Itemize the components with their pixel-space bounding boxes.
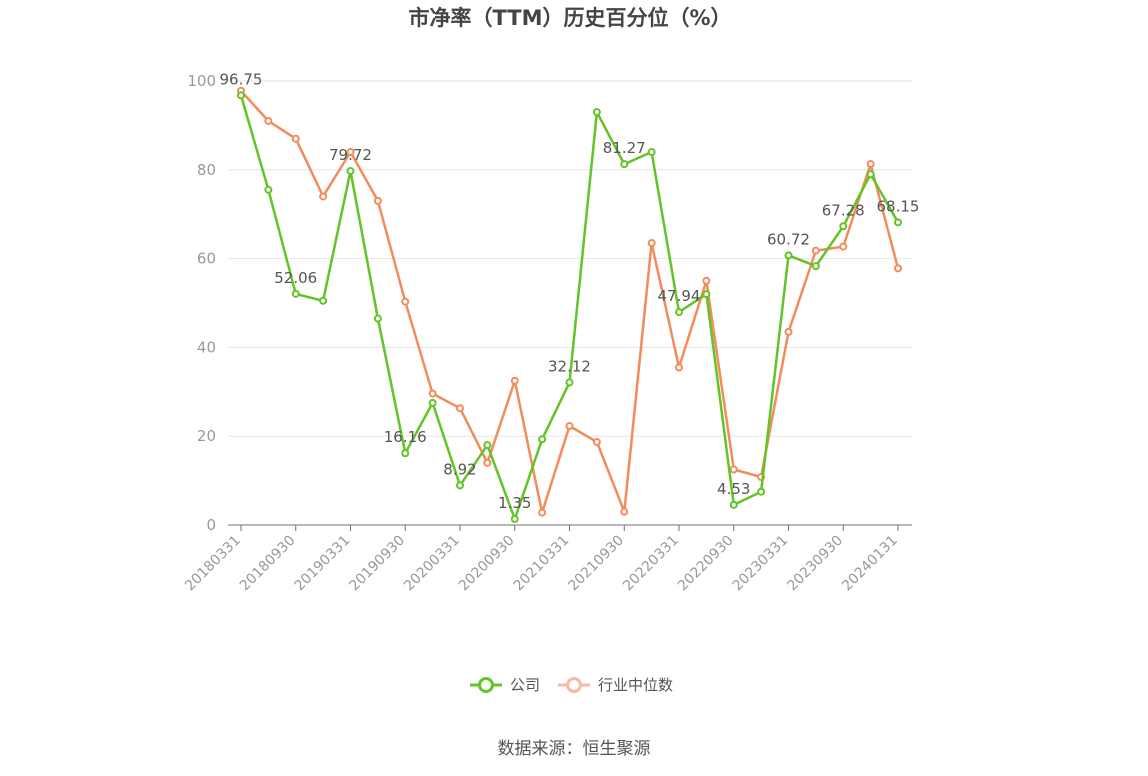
data-point-company <box>702 290 711 299</box>
data-point-company <box>811 262 820 271</box>
data-point-company <box>675 308 683 317</box>
data-point-industry <box>264 116 273 125</box>
data-point-company <box>839 222 848 231</box>
data-point-company <box>428 398 437 407</box>
data-point-company <box>510 515 519 524</box>
data-point-company <box>319 296 328 305</box>
data-label: 79.72 <box>329 146 372 164</box>
x-tick-label: 20190930 <box>346 533 408 595</box>
x-tick-label: 20230930 <box>784 533 846 595</box>
data-label: 16.16 <box>384 428 427 446</box>
y-tick-label: 40 <box>197 338 216 356</box>
data-point-company <box>483 441 492 450</box>
legend: 公司 行业中位数 <box>470 676 673 694</box>
data-point-industry <box>428 389 437 398</box>
data-point-industry <box>675 363 683 372</box>
x-tick-label: 20180930 <box>237 533 299 595</box>
data-point-industry <box>319 192 328 201</box>
data-point-industry <box>702 276 711 285</box>
y-tick-label: 20 <box>197 427 216 445</box>
x-tick-label: 20240131 <box>839 533 901 595</box>
data-point-company <box>565 378 574 387</box>
data-label: 47.94 <box>658 287 701 305</box>
data-label: 32.12 <box>548 357 591 375</box>
legend-industry-label: 行业中位数 <box>598 676 673 694</box>
data-point-industry <box>839 242 848 251</box>
data-point-company <box>373 314 382 323</box>
data-point-industry <box>866 160 875 169</box>
x-tick-label: 20180331 <box>182 533 244 595</box>
data-label: 8.92 <box>443 460 476 478</box>
data-point-industry <box>510 376 519 385</box>
x-tick-label: 20220930 <box>675 533 737 595</box>
x-tick-label: 20190331 <box>292 533 354 595</box>
data-point-company <box>401 449 410 458</box>
data-point-industry <box>565 421 574 430</box>
data-point-industry <box>647 239 656 248</box>
data-point-company <box>894 218 902 227</box>
data-point-industry <box>346 148 355 157</box>
data-point-company <box>647 148 656 157</box>
y-tick-label: 100 <box>187 72 216 90</box>
x-tick-label: 20210331 <box>511 533 573 595</box>
data-point-industry <box>620 507 629 516</box>
data-point-company <box>346 167 355 176</box>
data-point-industry <box>291 134 300 143</box>
chart-title: 市净率（TTM）历史百分位（%） <box>408 6 731 30</box>
data-point-industry <box>729 465 738 474</box>
legend-item-company[interactable]: 公司 <box>470 676 540 694</box>
data-point-company <box>538 435 547 444</box>
series-lines <box>237 86 902 524</box>
data-point-company <box>620 160 629 169</box>
data-point-company <box>784 251 793 260</box>
legend-company-marker <box>478 677 494 693</box>
y-tick-label: 60 <box>197 250 216 268</box>
legend-company-label: 公司 <box>510 676 540 694</box>
data-point-industry <box>538 508 547 517</box>
x-tick-label: 20200930 <box>456 533 518 595</box>
data-point-industry <box>401 297 410 306</box>
y-tick-label: 0 <box>206 516 216 534</box>
data-label: 52.06 <box>274 269 317 287</box>
x-tick-label: 20200331 <box>401 533 463 595</box>
x-tick-label: 20230331 <box>730 533 792 595</box>
data-point-industry <box>784 327 793 336</box>
data-label: 60.72 <box>767 230 810 248</box>
data-label: 1.35 <box>498 494 531 512</box>
data-point-industry <box>373 196 382 205</box>
x-tick-label: 20220331 <box>620 533 682 595</box>
legend-industry-marker <box>566 677 582 693</box>
data-label: 96.75 <box>220 70 263 88</box>
data-label: 67.28 <box>822 201 865 219</box>
data-point-company <box>264 185 273 194</box>
data-point-company <box>456 481 464 490</box>
data-point-company <box>237 91 245 100</box>
x-tick-label: 20210930 <box>565 533 627 595</box>
data-point-company <box>866 170 875 179</box>
data-labels: 96.75 52.06 79.72 16.16 8.92 1.35 32.12 81.27 47… <box>220 70 920 512</box>
y-tick-label: 80 <box>197 161 216 179</box>
x-axis: 2018033120180930201903312019093020200331… <box>182 524 912 595</box>
data-source-note: 数据来源：恒生聚源 <box>498 739 651 759</box>
data-label: 68.15 <box>877 197 920 215</box>
data-point-industry <box>592 437 601 446</box>
data-point-industry <box>811 246 820 255</box>
data-point-industry <box>456 404 464 413</box>
data-point-industry <box>894 264 902 273</box>
data-point-industry <box>483 458 492 467</box>
data-point-company <box>592 108 601 117</box>
data-label: 81.27 <box>603 139 646 157</box>
legend-item-industry[interactable]: 行业中位数 <box>558 676 673 694</box>
grid <box>228 80 912 437</box>
data-point-company <box>729 500 738 509</box>
y-axis: 0 20 40 60 80 100 <box>187 72 216 534</box>
data-label: 4.53 <box>717 480 750 498</box>
data-point-company <box>291 289 300 298</box>
data-point-company <box>757 487 766 496</box>
